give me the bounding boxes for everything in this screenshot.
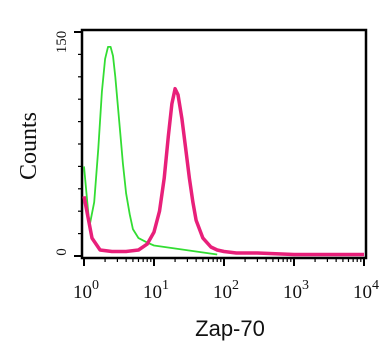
x-tick-label: 102 — [213, 278, 239, 303]
histogram-series-2 — [82, 86, 364, 257]
x-axis-label: Zap-70 — [195, 316, 265, 341]
y-tick-label: 150 — [54, 31, 70, 54]
x-axis-ticks: 100 101 102 103 104 — [73, 258, 379, 303]
x-tick-label: 101 — [143, 278, 169, 303]
y-axis-ticks: 0 150 — [54, 31, 82, 257]
y-tick-label: 0 — [54, 248, 70, 256]
x-tick-label: 103 — [283, 278, 309, 303]
x-tick-label: 100 — [73, 278, 99, 303]
histogram-series-1 — [83, 46, 218, 256]
series-layer — [82, 46, 364, 257]
y-axis-label: Counts — [16, 112, 42, 180]
plot-frame — [80, 28, 368, 260]
x-tick-label: 104 — [353, 278, 379, 303]
